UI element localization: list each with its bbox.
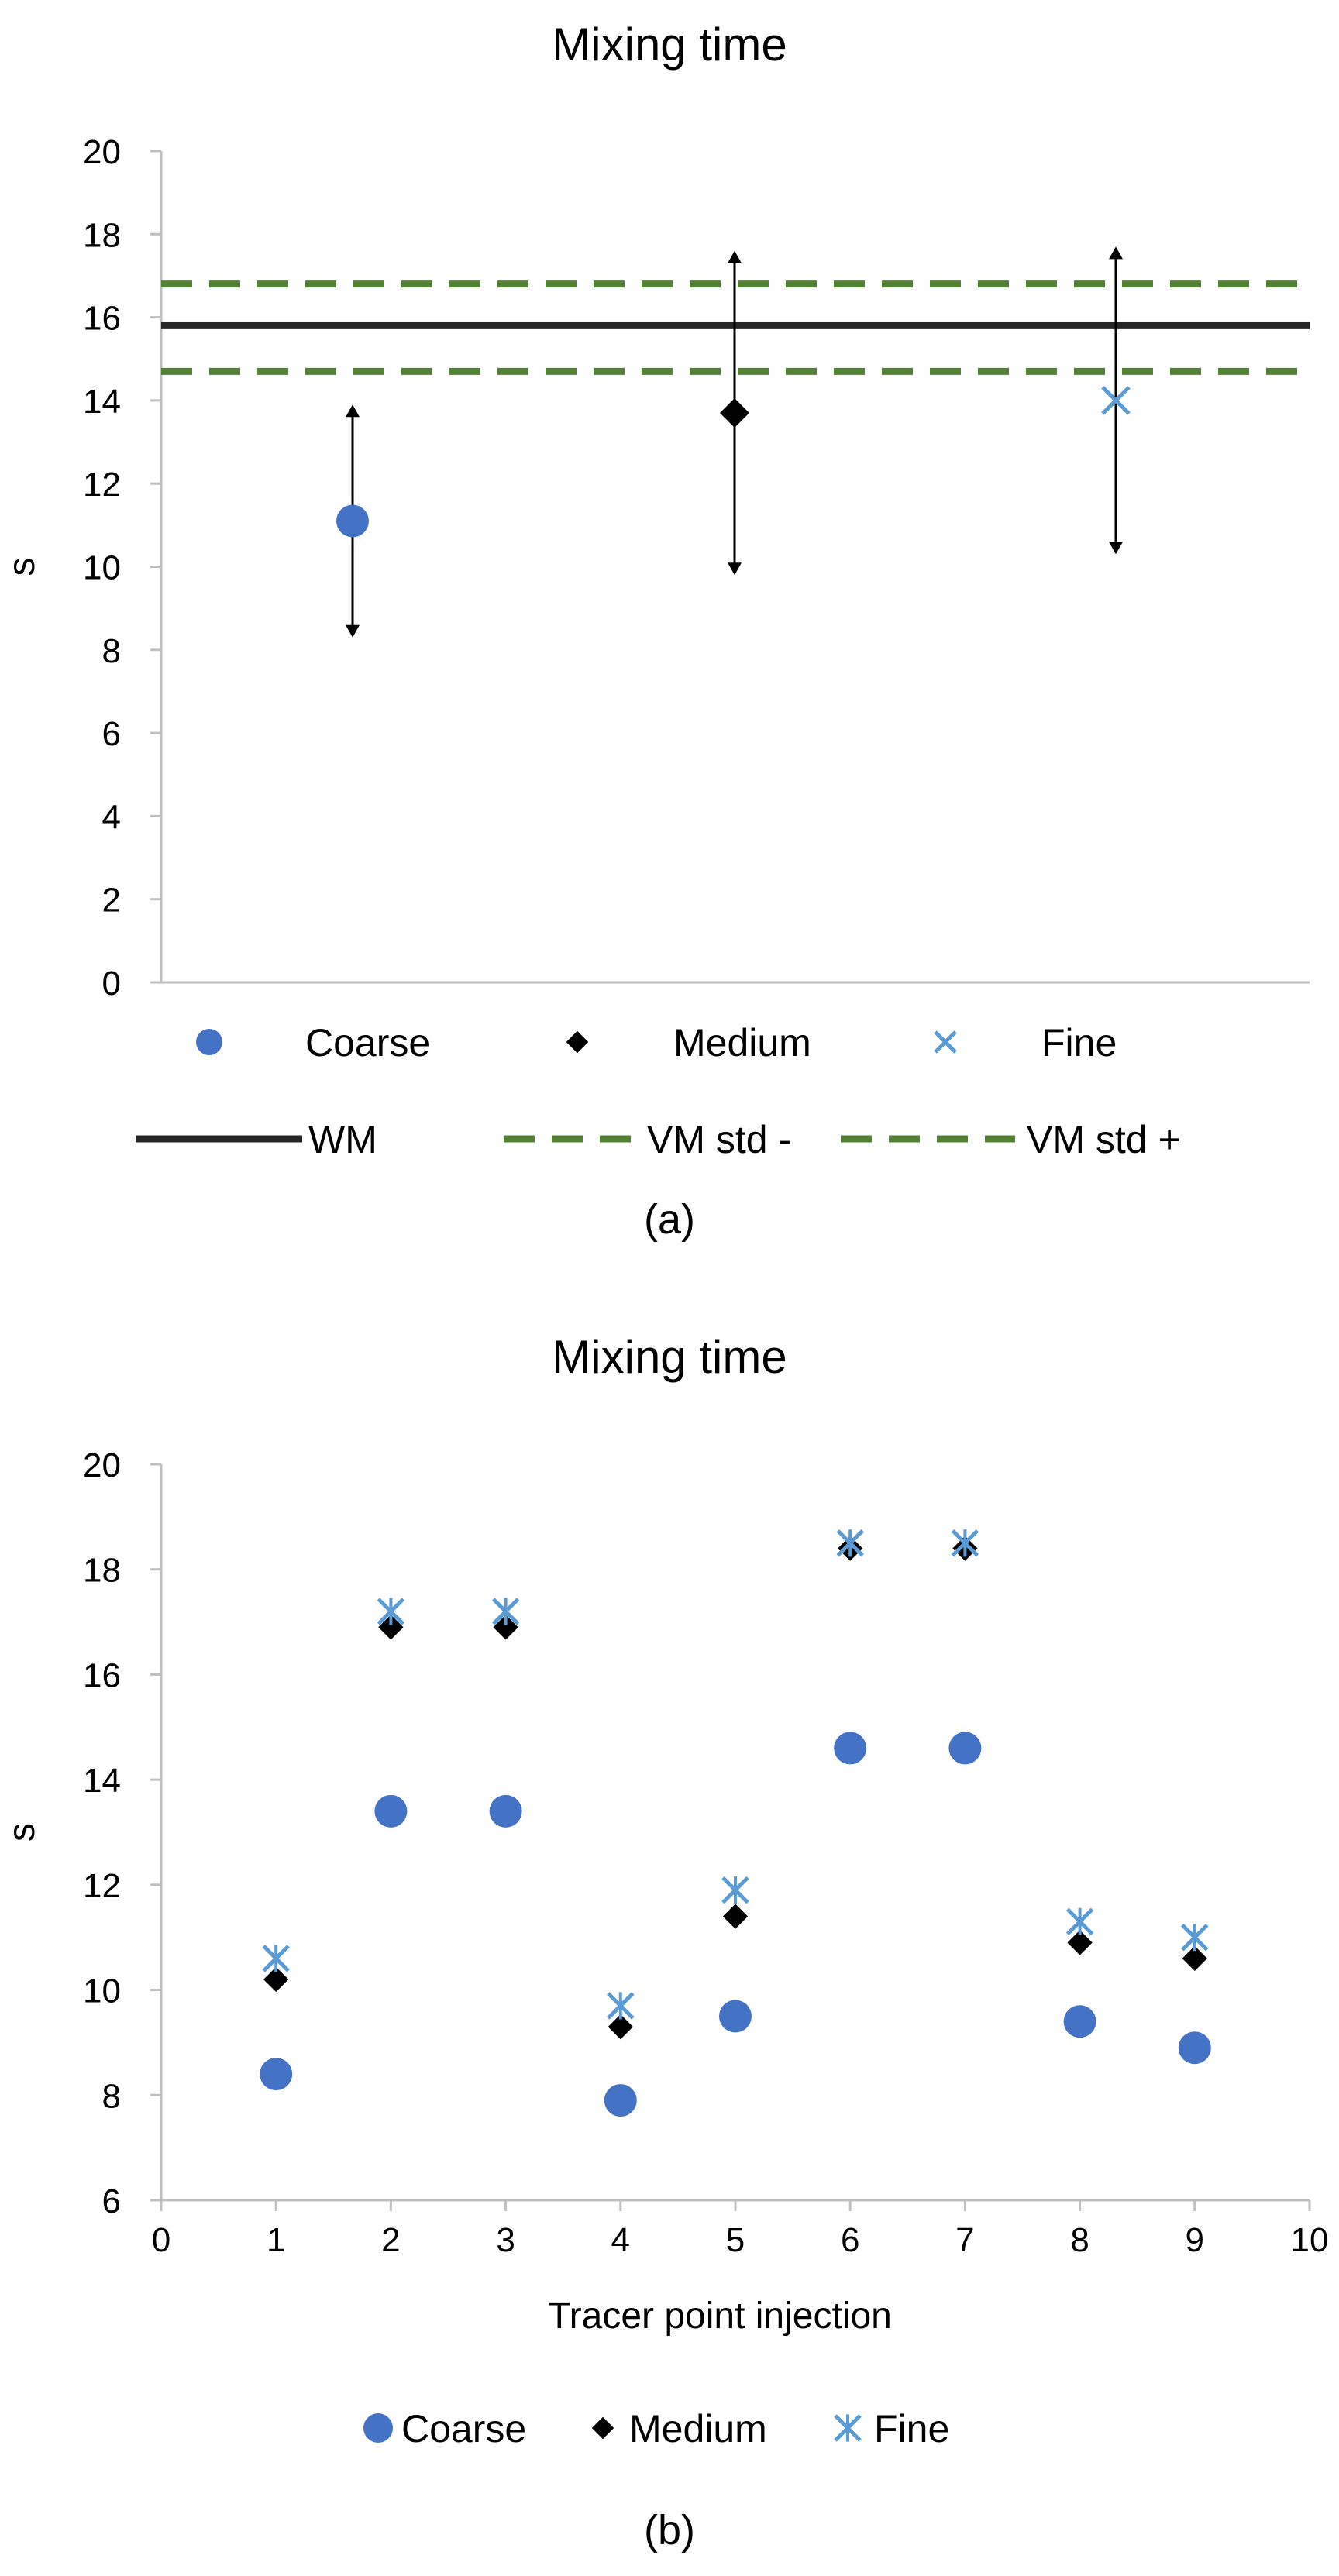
legend-marker-fine: [834, 2414, 862, 2442]
data-point-coarse: [719, 2000, 752, 2033]
y-tick-label: 18: [83, 1552, 121, 1590]
data-point-fine: [262, 1945, 290, 1972]
data-point-coarse: [1178, 2031, 1211, 2065]
data-point-medium: [493, 1615, 518, 1640]
y-axis-label: s: [2, 558, 43, 576]
legend-marker-medium: [591, 2416, 614, 2440]
y-tick-label: 16: [83, 1656, 121, 1694]
chart-title: Mixing time: [552, 19, 787, 71]
y-tick-label: 2: [102, 882, 121, 920]
marker-stroke: [1101, 386, 1131, 415]
data-point-fine: [836, 1529, 864, 1557]
legend-label-fine: Fine: [1041, 1021, 1117, 1064]
data-point-coarse: [834, 1732, 867, 1765]
x-tick-label: 6: [841, 2221, 859, 2259]
data-point-fine: [377, 1598, 405, 1625]
legend-marker-medium: [566, 1030, 589, 1054]
data-point-coarse: [604, 2084, 637, 2117]
data-point-coarse: [1063, 2005, 1096, 2038]
y-tick-label: 6: [102, 2182, 121, 2220]
figure-caption-a: (a): [644, 1196, 695, 1243]
y-tick-label: 10: [83, 549, 121, 587]
y-tick-label: 16: [83, 300, 121, 338]
data-point-coarse: [948, 1732, 982, 1765]
legend-marker-coarse: [363, 2413, 393, 2443]
data-point-fine: [607, 1992, 635, 2020]
x-tick-label: 10: [1291, 2221, 1329, 2259]
data-point-medium: [378, 1615, 404, 1640]
data-point-medium: [720, 397, 749, 428]
error-bar-cap-bottom: [346, 624, 360, 638]
marker-stroke: [934, 1030, 957, 1054]
data-point-medium: [608, 2014, 633, 2040]
data-point-fine: [951, 1529, 979, 1557]
legend-label-medium: Medium: [673, 1021, 811, 1064]
data-point-coarse: [374, 1794, 408, 1828]
legend-marker-fine: [934, 1030, 957, 1054]
y-tick-label: 8: [102, 632, 121, 670]
legend-label-ref-0: WM: [308, 1118, 377, 1161]
legend-label-ref-1: VM std -: [647, 1118, 791, 1161]
y-tick-label: 12: [83, 466, 121, 504]
legend-label-fine: Fine: [874, 2407, 949, 2450]
y-tick-label: 8: [102, 2077, 121, 2115]
y-tick-label: 20: [83, 1446, 121, 1484]
y-tick-label: 4: [102, 798, 121, 836]
data-point-coarse: [336, 504, 369, 538]
x-tick-label: 4: [611, 2221, 630, 2259]
error-bar-cap-top: [728, 250, 742, 263]
legend-label-coarse: Coarse: [401, 2407, 526, 2450]
data-point-fine: [721, 1876, 749, 1904]
y-tick-label: 10: [83, 1972, 121, 2010]
data-point-coarse: [489, 1794, 522, 1828]
y-tick-label: 12: [83, 1867, 121, 1905]
data-point-fine: [1065, 1907, 1094, 1936]
x-tick-label: 3: [496, 2221, 515, 2259]
data-point-medium: [263, 1966, 289, 1993]
chart-title: Mixing time: [552, 1331, 787, 1383]
legend-marker-coarse: [196, 1029, 222, 1055]
legend-label-coarse: Coarse: [305, 1021, 430, 1064]
error-bar-cap-top: [1109, 246, 1123, 260]
y-tick-label: 0: [102, 965, 121, 1003]
y-tick-label: 20: [83, 133, 121, 171]
data-point-fine: [1181, 1923, 1209, 1952]
error-bar-cap-bottom: [1109, 542, 1123, 555]
y-tick-label: 6: [102, 715, 121, 753]
legend-label-ref-2: VM std +: [1027, 1118, 1181, 1161]
data-point-coarse: [260, 2058, 293, 2091]
x-tick-label: 5: [726, 2221, 745, 2259]
y-tick-label: 18: [83, 216, 121, 254]
y-tick-label: 14: [83, 383, 121, 421]
x-tick-label: 2: [381, 2221, 400, 2259]
x-tick-label: 8: [1070, 2221, 1089, 2259]
error-bar-cap-top: [346, 404, 360, 418]
y-tick-label: 14: [83, 1762, 121, 1800]
x-tick-label: 9: [1186, 2221, 1204, 2259]
data-point-medium: [722, 1904, 749, 1929]
data-point-medium: [1067, 1930, 1093, 1955]
y-axis-label: s: [2, 1823, 43, 1842]
figure-caption-b: (b): [644, 2507, 695, 2554]
data-point-fine: [1101, 386, 1131, 415]
legend-label-medium: Medium: [629, 2407, 767, 2450]
x-tick-label: 7: [955, 2221, 974, 2259]
x-axis-label: Tracer point injection: [548, 2296, 892, 2337]
chart-a: Mixing time 0 2 4 6 8 10 12 14 16 18 20 s Coarse Mediu…: [2, 19, 1310, 1243]
x-tick-label: 0: [152, 2221, 170, 2259]
data-point-fine: [491, 1598, 520, 1625]
x-tick-label: 1: [267, 2221, 285, 2259]
data-point-medium: [1182, 1945, 1207, 1972]
error-bar-cap-bottom: [728, 562, 742, 576]
